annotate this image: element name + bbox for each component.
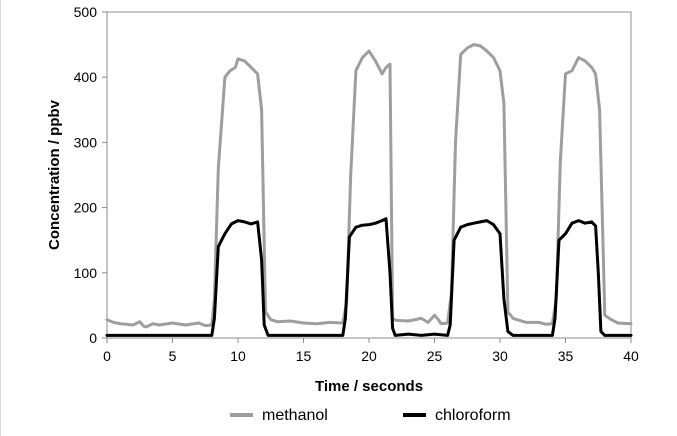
x-tick-label: 10 <box>230 348 246 364</box>
x-axis-title: Time / seconds <box>315 378 423 395</box>
x-tick-label: 40 <box>623 348 639 364</box>
left-border <box>0 0 1 436</box>
x-tick-label: 35 <box>558 348 574 364</box>
y-tick-label: 400 <box>74 69 98 85</box>
x-tick-label: 25 <box>427 348 443 364</box>
x-tick-label: 20 <box>361 348 377 364</box>
x-tick-label: 15 <box>296 348 312 364</box>
legend: methanol chloroform <box>230 407 511 424</box>
series-lines <box>105 43 633 337</box>
x-axis: 0 5 10 15 20 25 30 35 40 <box>103 338 639 364</box>
series-line-methanol <box>105 43 633 329</box>
y-axis: 0 100 200 300 400 500 <box>74 4 107 346</box>
y-axis-title: Concentration / ppbv <box>46 99 63 250</box>
x-tick-label: 30 <box>492 348 508 364</box>
legend-label-chloroform: chloroform <box>435 407 511 424</box>
y-tick-label: 200 <box>74 200 98 216</box>
y-tick-label: 100 <box>74 265 98 281</box>
y-tick-label: 500 <box>74 4 98 20</box>
legend-label-methanol: methanol <box>262 407 328 424</box>
y-tick-label: 0 <box>89 330 97 346</box>
plot-area <box>106 11 632 339</box>
x-tick-label: 0 <box>103 348 111 364</box>
x-tick-label: 5 <box>169 348 177 364</box>
series-line-chloroform <box>105 217 633 337</box>
y-tick-label: 300 <box>74 134 98 150</box>
